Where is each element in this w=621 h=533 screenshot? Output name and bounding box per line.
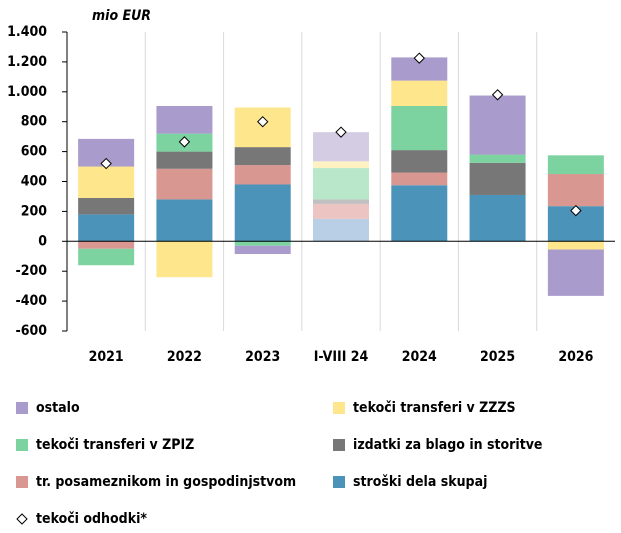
bar-segment: [391, 150, 448, 173]
bar-segment: [78, 241, 135, 249]
legend-label: tekoči odhodki*: [36, 511, 147, 527]
marker: [335, 126, 347, 138]
y-tick-label: -600: [15, 323, 47, 339]
legend-swatch: [16, 402, 28, 414]
bar-segment: [547, 174, 604, 207]
y-tick-label: 400: [21, 174, 48, 190]
bar-segment: [78, 248, 135, 266]
y-tick-label: 0: [38, 233, 47, 249]
bar-segment: [547, 249, 604, 296]
y-tick-label: 1.000: [7, 84, 47, 100]
marker: [413, 52, 425, 64]
bar-segment: [156, 106, 213, 134]
legend-swatch: [16, 439, 28, 451]
bar-segment: [78, 166, 135, 198]
bar-segment: [78, 197, 135, 215]
bar-segment: [156, 168, 213, 200]
x-tick-label: 2025: [480, 349, 515, 365]
y-tick-label: 800: [21, 114, 48, 130]
bar-segment: [469, 154, 526, 163]
bar-segment: [156, 199, 213, 242]
bar-segment: [391, 185, 448, 242]
bar-segment: [469, 95, 526, 155]
bar-segment: [469, 194, 526, 242]
y-tick-label: 600: [21, 144, 48, 160]
legend-label: tekoči transferi v ZPIZ: [36, 437, 194, 453]
bar-segment: [234, 241, 291, 246]
bar-segment: [313, 199, 369, 204]
marker: [570, 204, 582, 217]
bar-segment: [391, 80, 448, 107]
y-tick-label: 1.200: [7, 54, 47, 70]
legend-swatch: [333, 476, 345, 488]
marker: [491, 89, 504, 101]
bar-segment: [156, 151, 213, 169]
y-tick-label: -200: [15, 263, 47, 279]
bar-segment: [469, 162, 526, 195]
marker: [100, 157, 112, 170]
bar-segment: [547, 155, 604, 175]
x-tick-label: 2022: [167, 349, 202, 365]
x-tick-label: I-VIII 24: [314, 349, 369, 365]
bar-segment: [234, 245, 291, 255]
marker: [178, 136, 191, 148]
marker: [257, 115, 269, 128]
y-unit-label: mio EUR: [92, 8, 151, 24]
bar-segment: [391, 57, 448, 81]
bar-segment: [313, 168, 369, 200]
bar-segment: [156, 241, 213, 278]
legend-label: ostalo: [36, 400, 80, 416]
bar-segment: [78, 214, 135, 242]
bar-segment: [391, 106, 448, 151]
legend-swatch: [16, 476, 28, 488]
bar-segment: [391, 172, 448, 186]
x-tick-label: 2026: [558, 349, 593, 365]
legend-label: stroški dela skupaj: [353, 474, 487, 490]
bar-segment: [547, 241, 604, 250]
legend-swatch: [333, 439, 345, 451]
legend-label: tr. posameznikom in gospodinjstvom: [36, 474, 296, 490]
bar-segment: [313, 203, 369, 219]
legend-marker: [16, 513, 28, 525]
bar-segment: [313, 161, 369, 169]
legend-label: izdatki za blago in storitve: [353, 437, 542, 453]
x-tick-label: 2023: [245, 349, 280, 365]
bar-segment: [234, 147, 291, 166]
bar-segment: [234, 184, 291, 242]
x-tick-label: 2024: [402, 349, 437, 365]
legend-label: tekoči transferi v ZZZS: [353, 400, 516, 416]
y-tick-label: 200: [21, 203, 48, 219]
bar-segment: [313, 218, 369, 242]
legend-swatch: [333, 402, 345, 414]
y-tick-label: 1.400: [7, 24, 47, 40]
bar-segment: [234, 165, 291, 185]
y-tick-label: -400: [15, 293, 47, 309]
x-tick-label: 2021: [89, 349, 124, 365]
